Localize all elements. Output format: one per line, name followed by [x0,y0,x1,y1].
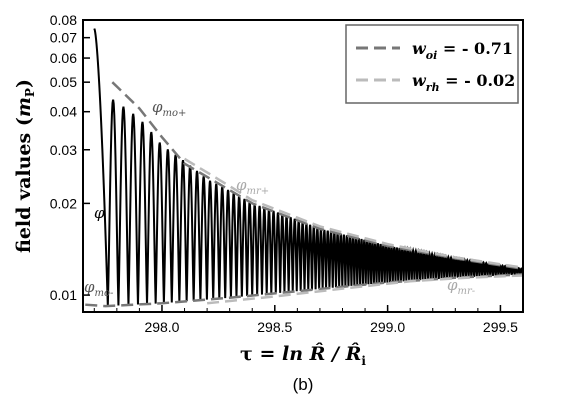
y-tick-label: 0.03 [50,142,77,158]
series-w-rh-upper [183,157,524,269]
x-tick-label: 299.5 [483,319,518,335]
series-w-oi-lower [85,273,524,308]
y-tick-label: 0.06 [50,50,77,66]
series-w-rh-lower [206,274,524,305]
legend: woi = - 0.71 wrh = - 0.02 [345,24,519,104]
panel-label: (b) [293,375,314,394]
y-tick-label: 0.05 [50,74,77,90]
y-tick-label: 0.01 [50,287,77,303]
legend-entry-label: wrh = - 0.02 [412,71,515,94]
y-tick-label: 0.08 [50,12,77,28]
y-tick-label: 0.02 [50,195,77,211]
y-tick-label: 0.04 [50,104,77,120]
annotation-phi: φ [94,204,105,222]
y-axis: 0.01 0.02 0.03 0.04 0.05 0.06 0.07 0.08 [50,12,90,303]
annotation-layer: φ φmo+ φmr+ φmo-φmr- [84,98,476,299]
plot-area [85,28,524,308]
legend-box [345,24,519,104]
plot-frame [82,19,524,313]
legend-entry-label: woi = - 0.71 [412,39,513,62]
x-tick-label: 298.5 [257,319,292,335]
series-w-oi-upper [111,81,524,271]
annotation-phi-mominus: φmo- [84,278,114,299]
annotation-phi-moplus: φmo+ [152,98,186,119]
y-axis-label: field values (mP) [13,79,37,253]
x-tick-label: 299.0 [370,319,405,335]
x-tick-label: 298.0 [144,319,179,335]
x-axis: 298.0 298.5 299.0 299.5 [93,305,518,335]
x-axis-label: τ = ln R̂ / R̂i [240,343,366,368]
y-tick-label: 0.07 [50,30,77,46]
annotation-phi-mrminus: φmr- [447,276,476,297]
annotation-phi-mrplus: φmr+ [236,176,269,197]
